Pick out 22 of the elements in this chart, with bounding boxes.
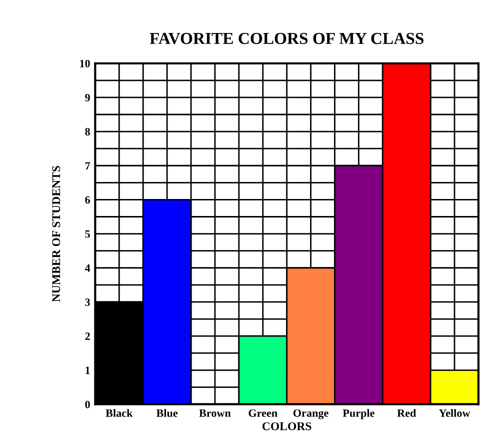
y-tick-label: 9 xyxy=(85,94,90,102)
x-tick-label: Orange xyxy=(293,409,328,420)
x-tick-label: Blue xyxy=(156,409,178,417)
y-tick-label: 2 xyxy=(85,332,90,340)
y-tick-label: 7 xyxy=(85,162,90,170)
x-tick-label: Black xyxy=(106,409,133,417)
y-tick-label: 6 xyxy=(85,196,90,204)
x-tick-label: Red xyxy=(397,409,416,417)
x-axis-title: COLORS xyxy=(262,422,312,430)
y-tick-label: 5 xyxy=(85,230,90,238)
y-tick-label: 4 xyxy=(84,264,90,272)
y-tick-label: 3 xyxy=(85,298,90,306)
x-tick-label: Green xyxy=(248,409,278,417)
x-tick-label: Purple xyxy=(342,409,374,420)
y-tick-label: 10 xyxy=(80,60,90,68)
x-tick-label: Yellow xyxy=(438,409,470,417)
chart-title: FAVORITE COLORS OF MY CLASS xyxy=(150,32,424,44)
y-tick-label: 0 xyxy=(85,400,90,408)
y-tick-label: 8 xyxy=(85,128,90,136)
y-axis-title: NUMBER OF STUDENTS xyxy=(52,166,60,302)
y-tick-label: 1 xyxy=(86,366,90,374)
x-tick-label: Brown xyxy=(199,410,231,417)
